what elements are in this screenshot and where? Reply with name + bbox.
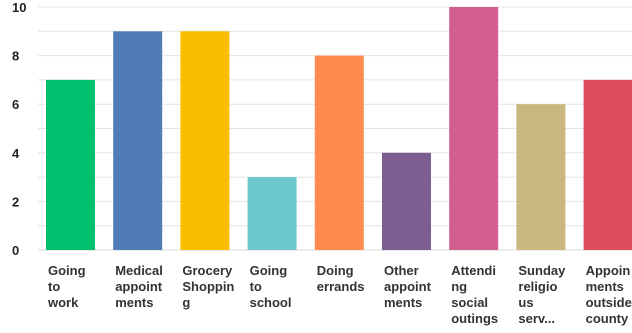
bar — [180, 31, 230, 250]
bar — [314, 55, 364, 250]
x-axis-ticks: Going to work Medical appoint ments Grocery Sho… — [47, 263, 632, 326]
bar — [449, 7, 499, 250]
x-tick-label: Going to work — [47, 263, 86, 310]
bar — [247, 177, 297, 250]
y-tick-label: 4 — [12, 146, 20, 161]
x-tick-label: Attendi ng social outings — [451, 263, 498, 326]
bar — [516, 104, 566, 250]
x-tick-label: Medical appoint ments — [115, 263, 163, 310]
x-tick-label: Going to school — [250, 263, 292, 310]
bar — [583, 79, 632, 251]
x-tick-label: Doing errands — [317, 263, 365, 294]
bar — [382, 152, 431, 250]
y-tick-label: 0 — [12, 243, 19, 258]
y-tick-label: 6 — [12, 97, 19, 112]
y-tick-label: 2 — [12, 194, 19, 209]
x-tick-label: Sunday religio us serv... — [518, 263, 566, 326]
bar — [46, 79, 95, 251]
x-tick-label: Grocery Shoppin g — [182, 263, 234, 310]
x-tick-label: Appoin ments outside county — [586, 263, 632, 326]
y-tick-label: 10 — [12, 0, 26, 15]
bar — [113, 31, 163, 250]
bars — [46, 7, 632, 251]
y-tick-label: 8 — [12, 49, 19, 64]
x-tick-label: Other appoint ments — [384, 263, 432, 310]
y-axis-ticks: 0 2 4 6 8 10 — [12, 0, 26, 258]
